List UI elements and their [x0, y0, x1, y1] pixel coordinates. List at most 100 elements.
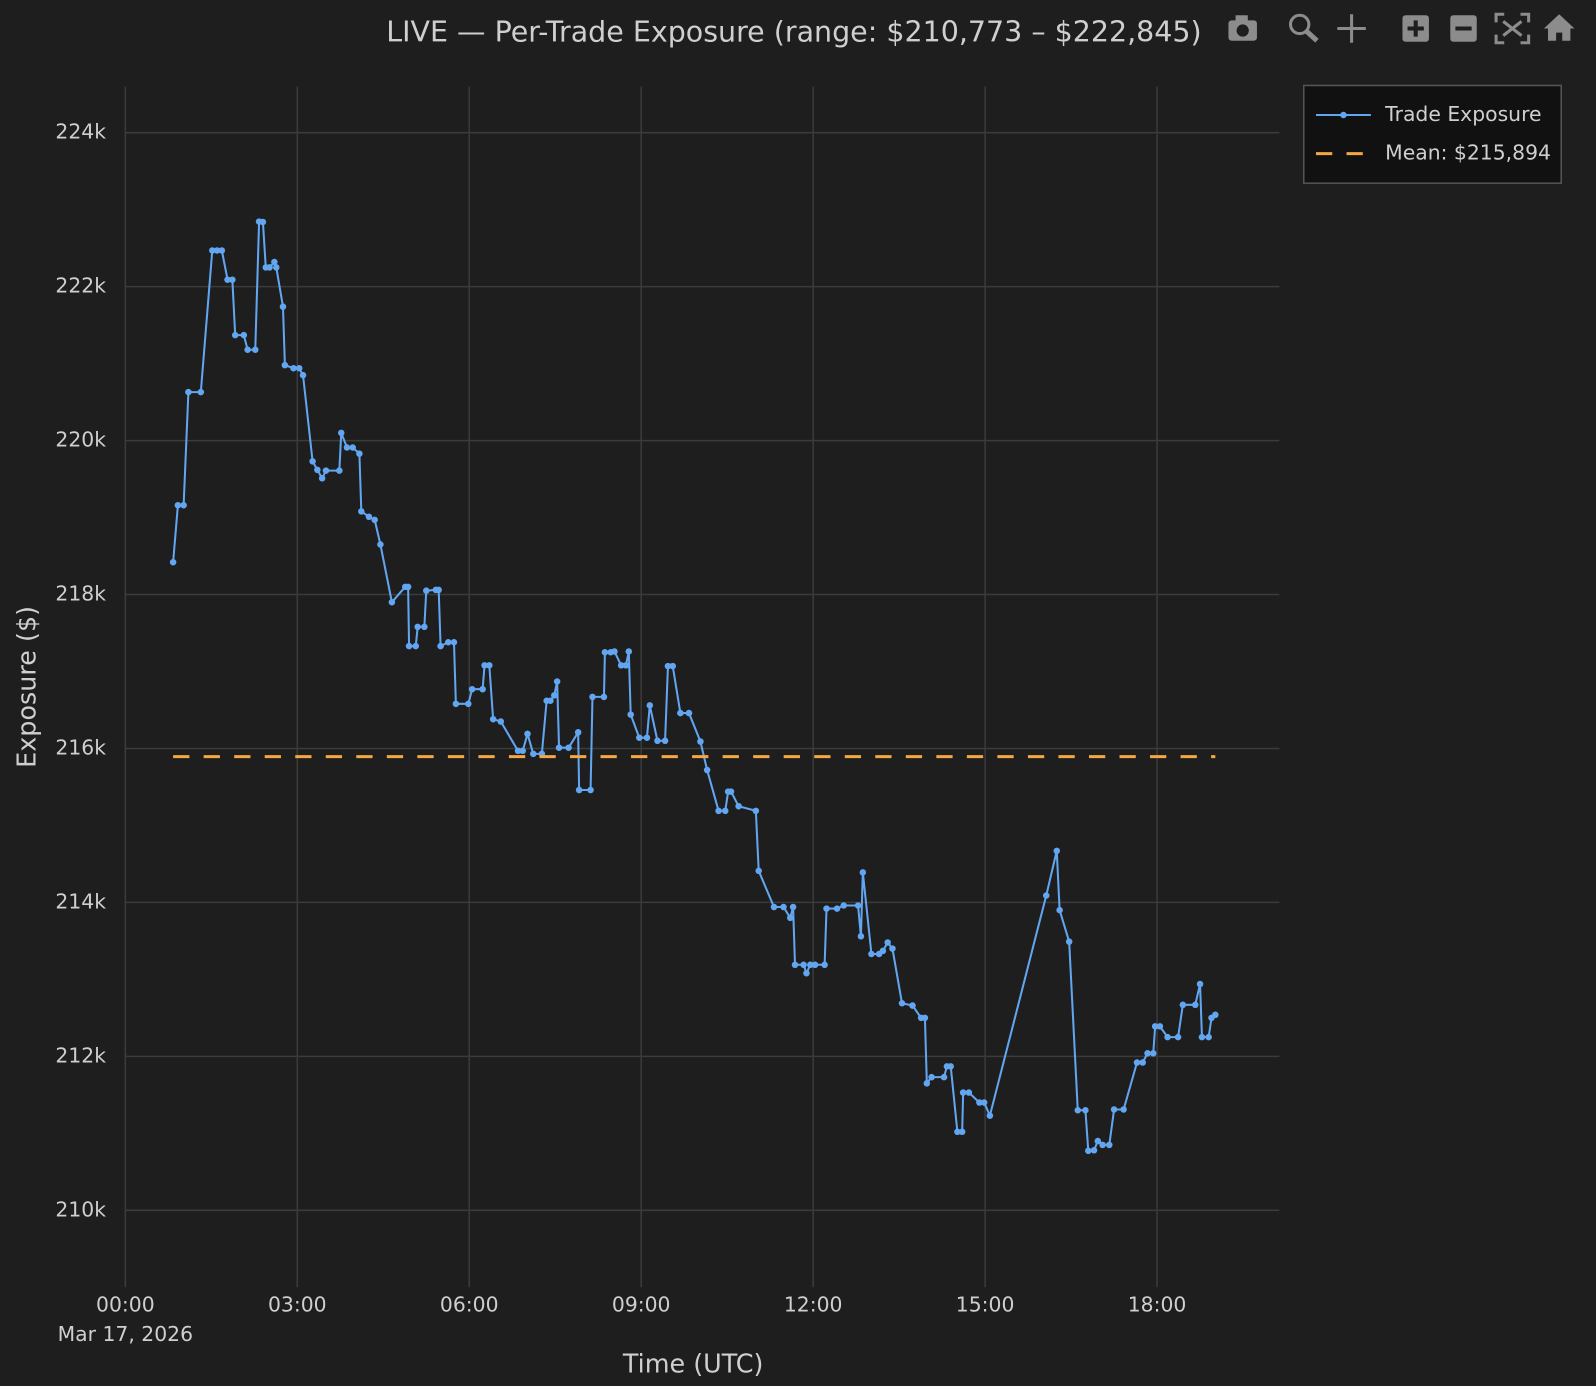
y-tick-label: 218k: [55, 582, 106, 606]
data-point: [574, 729, 582, 736]
data-point: [965, 1089, 973, 1096]
data-point: [898, 1000, 906, 1007]
data-point: [600, 693, 608, 701]
data-point: [497, 718, 505, 725]
data-point: [921, 1014, 929, 1022]
data-point: [404, 583, 412, 591]
data-point: [295, 364, 303, 372]
data-point: [909, 1002, 916, 1009]
data-point: [789, 903, 797, 911]
data-point: [224, 276, 231, 283]
data-point: [752, 807, 760, 815]
x-axis-title: Time (UTC): [622, 1349, 764, 1379]
data-point: [365, 513, 373, 521]
data-point: [840, 902, 847, 909]
data-point: [519, 747, 527, 755]
data-point: [636, 734, 643, 741]
modebar[interactable]: [1227, 10, 1575, 47]
data-point: [377, 541, 384, 548]
autoscale-button[interactable]: [1494, 12, 1531, 45]
data-point: [1133, 1059, 1141, 1066]
data-point: [1164, 1033, 1171, 1041]
data-point: [435, 586, 442, 594]
data-point: [923, 1080, 931, 1087]
data-point: [1099, 1141, 1106, 1149]
data-point: [514, 747, 522, 755]
data-point: [479, 685, 486, 693]
data-point: [231, 331, 239, 339]
data-point: [414, 623, 421, 631]
data-point: [240, 331, 248, 339]
x-tick-label: 06:00: [440, 1293, 499, 1317]
data-point: [928, 1073, 935, 1081]
data-point: [1192, 1001, 1199, 1009]
data-point: [575, 786, 583, 794]
data-point: [1090, 1147, 1098, 1154]
pan-button[interactable]: [1337, 14, 1366, 43]
data-point: [940, 1073, 948, 1081]
data-point: [589, 693, 596, 701]
data-point: [976, 1099, 983, 1106]
data-point: [959, 1089, 967, 1096]
data-point: [889, 945, 896, 952]
data-point: [879, 947, 887, 955]
reset-button[interactable]: [1543, 14, 1575, 41]
data-point: [1042, 892, 1050, 899]
data-point: [337, 429, 345, 437]
data-point: [1056, 906, 1063, 914]
data-point: [218, 247, 226, 254]
data-point: [727, 788, 735, 795]
x-tick-label: 15:00: [956, 1293, 1015, 1317]
data-point: [553, 678, 561, 685]
grid: [124, 86, 1280, 1288]
chart-title: LIVE — Per-Trade Exposure (range: $210,7…: [386, 16, 1201, 49]
data-point: [336, 467, 343, 474]
data-point: [770, 903, 778, 911]
zoom-in-button[interactable]: [1402, 15, 1429, 42]
data-point: [833, 905, 841, 912]
data-point: [343, 444, 351, 451]
data-point: [405, 642, 413, 650]
data-point: [1106, 1141, 1113, 1149]
camera-button[interactable]: [1228, 15, 1257, 41]
data-point: [322, 467, 330, 474]
data-point: [1149, 1050, 1157, 1057]
data-point: [169, 558, 177, 566]
zoom-out-button[interactable]: [1450, 15, 1477, 42]
data-point: [697, 738, 704, 745]
data-point: [884, 939, 891, 946]
data-point: [654, 737, 661, 745]
data-point: [800, 961, 807, 969]
data-point: [309, 458, 316, 465]
data-point: [185, 388, 192, 396]
zoom-button[interactable]: [1289, 13, 1319, 43]
data-point: [664, 662, 672, 670]
data-point: [715, 807, 722, 815]
x-tick-label: 00:00: [96, 1293, 155, 1317]
data-point: [823, 905, 830, 912]
data-point: [244, 346, 251, 354]
data-point: [555, 744, 563, 751]
data-point: [958, 1128, 966, 1136]
data-point: [1065, 938, 1073, 945]
data-point: [349, 444, 356, 451]
data-point: [547, 697, 554, 705]
x-tick-label: 03:00: [268, 1293, 327, 1317]
data-point: [412, 642, 420, 650]
data-point: [1085, 1147, 1092, 1155]
data-point: [530, 750, 537, 758]
data-point: [266, 264, 273, 271]
y-tick-label: 210k: [55, 1197, 106, 1221]
data-point: [486, 662, 493, 669]
data-point: [1120, 1106, 1127, 1113]
data-point: [1179, 1001, 1187, 1009]
data-point: [213, 247, 221, 254]
data-point: [444, 638, 452, 646]
data-point: [703, 766, 711, 774]
data-point: [271, 258, 278, 266]
data-point: [1074, 1106, 1082, 1114]
data-point: [281, 361, 289, 369]
data-point: [786, 914, 794, 922]
data-point: [1053, 847, 1061, 855]
